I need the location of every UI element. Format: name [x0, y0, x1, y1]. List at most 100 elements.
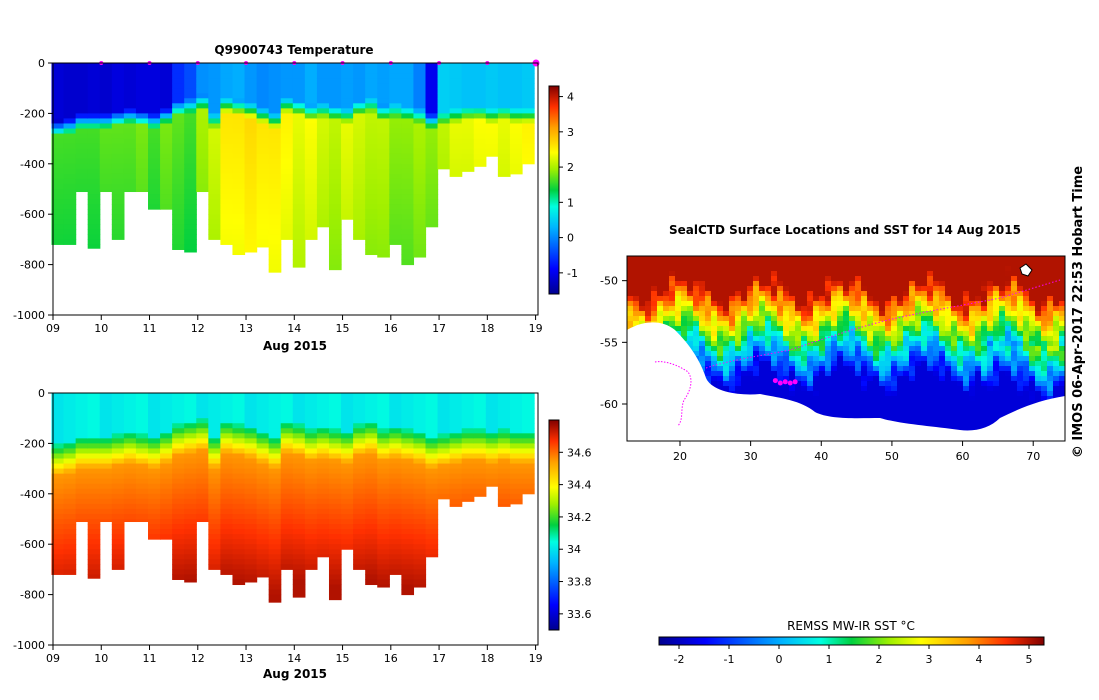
sst-cell — [915, 321, 922, 327]
temperature-cell — [304, 78, 318, 84]
salinity-cell — [111, 519, 125, 525]
salinity-cell — [413, 493, 427, 500]
map-title: SealCTD Surface Locations and SST for 14… — [669, 223, 1021, 237]
temperature-cell — [353, 224, 366, 230]
sst-cell — [837, 386, 844, 392]
temperature-cell — [292, 209, 306, 215]
sst-cell — [789, 326, 796, 332]
sst-cell — [807, 306, 814, 312]
sst-cell — [963, 286, 970, 292]
sst-cell — [825, 261, 832, 267]
temperature-cell — [377, 103, 390, 109]
sst-cell — [1029, 386, 1036, 392]
salinity-cell — [497, 503, 511, 507]
sst-cell — [951, 316, 958, 322]
salinity-cell — [232, 393, 246, 399]
salinity-cell — [389, 508, 402, 515]
sst-cell — [927, 356, 934, 362]
sst-cell — [1011, 316, 1018, 322]
temperature-cell — [425, 118, 439, 124]
sst-cell — [957, 376, 964, 382]
sst-cell — [903, 361, 910, 367]
salinity-cell — [353, 443, 366, 449]
salinity-cell — [220, 428, 234, 434]
temperature-cell — [135, 148, 149, 155]
sst-cell — [825, 256, 832, 262]
temperature-cell — [148, 113, 161, 119]
sst-cell — [897, 286, 904, 292]
sst-cell — [735, 346, 742, 352]
salinity-cell — [148, 483, 161, 490]
sst-cell — [807, 286, 814, 292]
sst-cell — [999, 376, 1006, 382]
temperature-cell — [172, 73, 185, 79]
salinity-cell — [377, 453, 390, 460]
sst-cell — [765, 321, 772, 327]
sst-cell — [819, 396, 826, 402]
temperature-cell — [244, 148, 258, 155]
salinity-cell — [87, 564, 101, 570]
salinity-y-axis: 0-200-400-600-800-1000 — [13, 387, 53, 652]
sst-cell — [777, 311, 784, 317]
salinity-cell — [304, 488, 318, 495]
sst-cell — [1005, 271, 1012, 277]
sst-cell — [1023, 301, 1030, 307]
temperature-cell — [111, 93, 125, 99]
temperature-cell — [461, 103, 475, 109]
sst-cell — [891, 381, 898, 387]
temperature-cell — [256, 78, 270, 84]
sst-cell — [969, 401, 976, 407]
sst-cell — [891, 361, 898, 367]
sst-cell — [831, 286, 838, 292]
salinity-cell — [401, 569, 415, 575]
temperature-cell — [316, 78, 330, 84]
sst-cell — [813, 356, 820, 362]
temperature-cell — [51, 108, 65, 114]
temperature-cell — [208, 98, 221, 104]
temperature-cell — [328, 83, 342, 89]
sst-cell — [861, 271, 868, 277]
salinity-cell — [244, 508, 258, 515]
sst-cell — [987, 346, 994, 352]
sst-cell — [945, 276, 952, 282]
temperature-cell — [160, 163, 173, 170]
sst-cell — [753, 296, 760, 302]
salinity-cell — [497, 478, 511, 485]
temperature-cell — [63, 239, 77, 245]
sst-cell — [981, 291, 988, 297]
sst-cell — [807, 291, 814, 297]
sst-cell — [903, 261, 910, 267]
salinity-cell — [353, 453, 366, 460]
temperature-cell — [268, 93, 282, 99]
colorbar-tick-label: 34.6 — [567, 446, 592, 459]
sst-cell — [909, 291, 916, 297]
sst-cell — [765, 336, 772, 342]
sst-cell — [1053, 321, 1060, 327]
sst-cell — [993, 386, 1000, 392]
temperature-cell — [437, 108, 451, 114]
sst-cell — [1035, 281, 1042, 287]
salinity-cell — [184, 508, 197, 515]
sst-cell — [843, 396, 850, 402]
sst-cell — [813, 346, 820, 352]
temperature-cell — [244, 234, 258, 240]
temperature-cell — [449, 88, 463, 94]
sst-cell — [753, 276, 760, 282]
temperature-cell — [172, 88, 185, 94]
sst-cell — [969, 256, 976, 262]
temperature-cell — [341, 98, 354, 104]
salinity-cell — [341, 483, 354, 490]
temperature-cell — [172, 168, 185, 175]
salinity-cell — [365, 498, 378, 505]
x-tick-label: 17 — [432, 322, 446, 335]
sst-cell — [861, 396, 868, 402]
salinity-cell — [111, 413, 125, 419]
temperature-cell — [413, 163, 427, 170]
salinity-cell — [292, 594, 306, 598]
colorbar-tick-label: 3 — [567, 126, 574, 139]
sst-cell — [819, 261, 826, 267]
salinity-cell — [353, 428, 366, 434]
sst-cell — [945, 281, 952, 287]
salinity-cell — [160, 423, 173, 429]
salinity-cell — [365, 403, 378, 409]
